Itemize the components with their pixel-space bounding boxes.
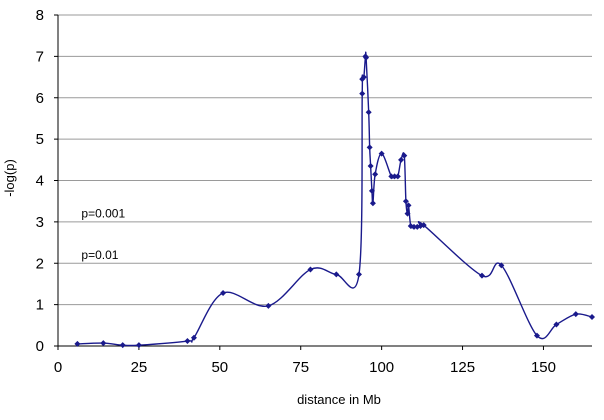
y-tick-label: 7: [36, 48, 44, 65]
threshold-annotation: p=0.001: [81, 207, 125, 221]
data-point: [360, 74, 367, 81]
y-axis-label: -log(p): [2, 159, 17, 197]
data-point: [135, 342, 142, 349]
data-point: [333, 271, 340, 278]
x-tick-label: 0: [54, 359, 62, 376]
data-point: [220, 290, 227, 297]
y-tick-label: 8: [36, 7, 44, 24]
data-point: [369, 200, 376, 207]
data-point: [405, 202, 412, 209]
data-point: [401, 152, 408, 159]
y-tick-label: 2: [36, 255, 44, 272]
data-point: [394, 173, 401, 180]
y-tick-label: 1: [36, 297, 44, 314]
data-point: [589, 314, 595, 321]
data-point: [184, 338, 191, 345]
data-point: [190, 334, 197, 341]
x-tick-label: 25: [131, 359, 148, 376]
data-point: [533, 332, 540, 339]
data-point: [404, 210, 411, 217]
data-point: [363, 54, 370, 61]
data-point: [478, 272, 485, 279]
data-point: [368, 187, 375, 194]
x-tick-label: 75: [292, 359, 309, 376]
data-point: [100, 340, 107, 347]
series: [74, 51, 595, 349]
data-point: [265, 302, 272, 309]
threshold-annotation: p=0.01: [81, 248, 118, 262]
y-tick-label: 3: [36, 214, 44, 231]
data-point: [359, 90, 366, 97]
data-point: [420, 222, 427, 229]
data-point: [74, 340, 81, 347]
data-point: [307, 266, 314, 273]
data-point: [572, 311, 579, 318]
annotations: p=0.001 p=0.01: [81, 207, 125, 262]
data-point: [498, 262, 505, 269]
data-point: [372, 171, 379, 178]
x-tick-labels: 0 25 50 75 100 125 150: [54, 359, 556, 376]
data-point: [367, 163, 374, 170]
y-tick-label: 4: [36, 173, 44, 190]
data-point: [365, 109, 372, 116]
data-point: [411, 223, 417, 230]
y-tick-labels: 0 1 2 3 4 5 6 7 8: [36, 7, 44, 355]
data-point: [402, 198, 409, 205]
y-tick-label: 6: [36, 90, 44, 107]
x-tick-label: 125: [450, 359, 475, 376]
y-tick-label: 5: [36, 131, 44, 148]
x-tick-label: 50: [211, 359, 228, 376]
axes: [54, 14, 592, 350]
series-line: [77, 51, 593, 347]
data-point: [388, 173, 395, 180]
x-tick-label: 150: [531, 359, 556, 376]
data-point: [391, 173, 398, 180]
data-point: [378, 150, 385, 157]
data-point: [398, 156, 405, 163]
data-point: [366, 144, 373, 151]
x-tick-label: 100: [369, 359, 394, 376]
y-tick-label: 0: [36, 338, 44, 355]
data-point: [355, 271, 362, 278]
data-point: [119, 342, 126, 349]
gridlines: [58, 14, 592, 306]
data-point: [553, 321, 560, 328]
x-axis-label: distance in Mb: [297, 392, 381, 407]
